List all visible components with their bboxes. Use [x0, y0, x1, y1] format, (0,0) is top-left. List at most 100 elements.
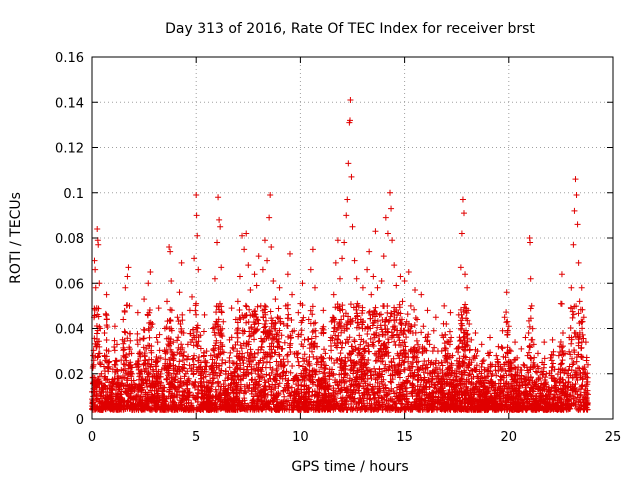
background-point — [492, 363, 499, 370]
background-point — [193, 311, 200, 318]
background-point — [505, 381, 512, 388]
background-point — [499, 345, 506, 352]
background-point — [534, 363, 541, 370]
background-point — [308, 392, 315, 399]
background-point — [562, 366, 569, 373]
background-point — [568, 340, 575, 347]
background-point — [527, 315, 534, 322]
background-point — [232, 341, 239, 348]
background-point — [178, 341, 185, 348]
background-point — [269, 331, 276, 338]
background-point — [160, 387, 167, 394]
background-point — [143, 380, 150, 387]
background-point — [566, 348, 573, 355]
background-point — [371, 350, 378, 357]
background-point — [308, 335, 315, 342]
background-point — [462, 301, 469, 308]
background-point — [372, 357, 379, 364]
background-point — [371, 334, 378, 341]
background-point — [284, 352, 291, 359]
background-point — [176, 358, 183, 365]
background-point — [439, 362, 446, 369]
background-point — [580, 335, 587, 342]
background-point — [259, 338, 266, 345]
background-point — [539, 371, 546, 378]
background-point — [376, 392, 383, 399]
background-point — [166, 317, 173, 324]
background-point — [257, 389, 264, 396]
background-point — [111, 344, 118, 351]
background-point — [226, 364, 233, 371]
background-point — [154, 339, 161, 346]
background-point — [136, 350, 143, 357]
background-point — [193, 342, 200, 349]
background-point — [340, 374, 347, 381]
background-point — [322, 379, 329, 386]
background-point — [446, 328, 453, 335]
background-point — [418, 329, 425, 336]
background-point — [388, 310, 395, 317]
background-point — [577, 306, 584, 313]
background-point — [584, 399, 591, 406]
background-point — [379, 371, 386, 378]
background-point — [220, 381, 227, 388]
background-point — [388, 334, 395, 341]
background-point — [101, 367, 108, 374]
background-point — [311, 340, 318, 347]
background-point — [251, 350, 258, 357]
background-point — [337, 350, 344, 357]
background-point — [120, 361, 127, 368]
background-point — [397, 386, 404, 393]
background-point — [272, 320, 279, 327]
background-point — [236, 389, 243, 396]
background-point — [351, 338, 358, 345]
background-point — [237, 342, 244, 349]
background-point — [376, 337, 383, 344]
background-point — [414, 341, 421, 348]
background-point — [375, 354, 382, 361]
background-point — [460, 346, 467, 353]
background-point — [328, 342, 335, 349]
background-point — [268, 388, 275, 395]
background-point — [265, 384, 272, 391]
background-point — [264, 391, 271, 398]
background-point — [402, 343, 409, 350]
background-point — [306, 353, 313, 360]
background-point — [236, 306, 243, 313]
background-point — [465, 307, 472, 314]
background-point — [137, 353, 144, 360]
background-point — [411, 306, 418, 313]
background-point — [396, 337, 403, 344]
background-point — [227, 349, 234, 356]
background-point — [448, 334, 455, 341]
background-point — [354, 369, 361, 376]
background-point — [175, 318, 182, 325]
background-point — [498, 344, 505, 351]
background-point — [168, 307, 175, 314]
background-point — [166, 370, 173, 377]
background-point — [365, 309, 372, 316]
background-point — [173, 371, 180, 378]
background-point — [179, 317, 186, 324]
background-point — [163, 375, 170, 382]
background-point — [308, 348, 315, 355]
background-point — [404, 311, 411, 318]
background-point — [227, 370, 234, 377]
background-point — [583, 354, 590, 361]
background-point — [309, 381, 316, 388]
background-point — [425, 331, 432, 338]
background-point — [213, 309, 220, 316]
background-point — [103, 311, 110, 318]
background-point — [153, 376, 160, 383]
background-point — [358, 336, 365, 343]
background-point — [209, 375, 216, 382]
background-point — [345, 338, 352, 345]
background-point — [246, 333, 253, 340]
background-point — [275, 383, 282, 390]
background-point — [285, 311, 292, 318]
background-point — [403, 334, 410, 341]
background-point — [245, 319, 252, 326]
background-point — [503, 309, 510, 316]
background-point — [558, 352, 565, 359]
